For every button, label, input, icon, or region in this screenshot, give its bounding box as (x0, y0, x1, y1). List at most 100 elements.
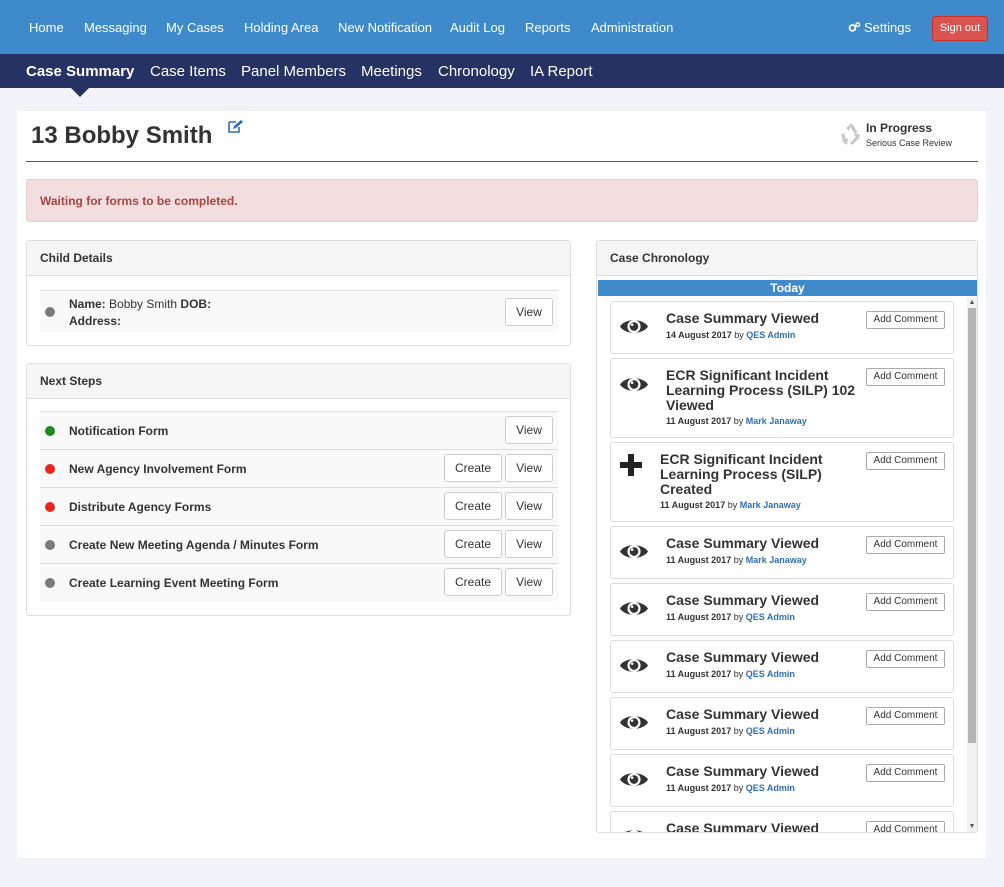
create-button[interactable]: Create (444, 530, 502, 558)
nav-new-notification[interactable]: New Notification (338, 20, 432, 35)
add-comment-button[interactable]: Add Comment (866, 650, 945, 668)
entry-date: 11 August 2017 (666, 669, 732, 679)
chronology-entry-title: Case Summary Viewed (666, 763, 820, 779)
child-view-button[interactable]: View (505, 298, 553, 326)
add-comment-button[interactable]: Add Comment (866, 452, 945, 470)
tab-chronology[interactable]: Chronology (438, 63, 515, 80)
entry-user-link[interactable]: Mark Janaway (739, 500, 801, 510)
chronology-entry-meta: 11 August 2017 by Mark Janaway (660, 500, 801, 510)
add-comment-button[interactable]: Add Comment (866, 707, 945, 725)
create-button[interactable]: Create (444, 454, 502, 482)
chronology-title: Case Chronology (610, 251, 710, 265)
case-subnav: Case Summary Case Items Panel Members Me… (0, 54, 1004, 97)
entry-user-link[interactable]: Mark Janaway (745, 416, 807, 426)
eye-icon (619, 316, 649, 340)
add-comment-button[interactable]: Add Comment (866, 536, 945, 554)
chronology-entry-title: Case Summary Viewed (666, 535, 820, 551)
chronology-entry-title: Case Summary Viewed (666, 820, 820, 833)
nav-home[interactable]: Home (29, 20, 64, 35)
eye-icon (619, 769, 649, 793)
add-comment-button[interactable]: Add Comment (866, 593, 945, 611)
next-step-label: Notification Form (69, 424, 169, 438)
status-dot (45, 464, 55, 474)
entry-user-link[interactable]: QES Admin (745, 783, 795, 793)
child-details-header: Child Details (27, 241, 570, 276)
chronology-entry-meta: 11 August 2017 by QES Admin (666, 669, 795, 679)
create-button[interactable]: Create (444, 568, 502, 596)
chronology-entry-title: Case Summary Viewed (666, 310, 820, 326)
nav-audit-log[interactable]: Audit Log (450, 20, 505, 35)
child-details-row: Name: Bobby Smith DOB: Address: View (40, 290, 558, 332)
chronology-entry: Case Summary Viewed 11 August 2017 by QES… (610, 697, 954, 750)
next-step-row: Distribute Agency Forms Create View (40, 487, 558, 525)
nav-messaging[interactable]: Messaging (84, 20, 147, 35)
eye-icon (619, 655, 649, 679)
entry-by: by (733, 783, 744, 793)
warning-alert: Waiting for forms to be completed. (26, 179, 978, 222)
view-button[interactable]: View (505, 416, 553, 444)
chronology-entry: ECR Significant Incident Learning Proces… (610, 442, 954, 522)
chronology-entry-meta: 11 August 2017 by QES Admin (666, 783, 795, 793)
nav-holding-area[interactable]: Holding Area (244, 20, 319, 35)
chronology-entry: Case Summary Viewed 11 August 2017 by QES… (610, 640, 954, 693)
chronology-entry-meta: 11 August 2017 by Mark Janaway (666, 555, 807, 565)
plus-icon (620, 454, 642, 479)
add-comment-button[interactable]: Add Comment (866, 821, 945, 832)
nav-my-cases[interactable]: My Cases (166, 20, 224, 35)
add-comment-button[interactable]: Add Comment (866, 368, 945, 386)
entry-user-link[interactable]: QES Admin (745, 669, 795, 679)
tab-panel-members[interactable]: Panel Members (241, 63, 347, 80)
chronology-entry: ECR Significant Incident Learning Proces… (610, 358, 954, 438)
entry-by: by (733, 555, 744, 565)
chronology-header: Case Chronology (597, 241, 977, 276)
status-dot (45, 307, 55, 317)
sign-out-button[interactable]: Sign out (932, 16, 988, 41)
next-step-label: New Agency Involvement Form (69, 462, 247, 476)
entry-date: 11 August 2017 (660, 500, 726, 510)
view-button[interactable]: View (505, 492, 553, 520)
tab-case-items[interactable]: Case Items (150, 63, 226, 80)
next-steps-panel: Next Steps Notification Form View New Agen… (26, 363, 571, 616)
entry-user-link[interactable]: QES Admin (746, 330, 796, 340)
entry-user-link[interactable]: Mark Janaway (745, 555, 807, 565)
view-button[interactable]: View (505, 454, 553, 482)
view-button[interactable]: View (505, 530, 553, 558)
scrollbar-thumb[interactable] (968, 308, 976, 743)
tab-case-summary[interactable]: Case Summary (26, 63, 135, 80)
eye-icon (619, 826, 649, 832)
nav-reports[interactable]: Reports (525, 20, 571, 35)
chronology-entry-title: Case Summary Viewed (666, 592, 820, 608)
settings-link[interactable]: Settings (848, 20, 911, 36)
entry-date: 11 August 2017 (666, 726, 732, 736)
add-comment-button[interactable]: Add Comment (866, 311, 945, 329)
child-details-title: Child Details (40, 251, 113, 265)
chronology-entry-meta: 11 August 2017 by QES Admin (666, 726, 795, 736)
top-navbar: Home Messaging My Cases Holding Area New… (0, 0, 1004, 54)
nav-administration[interactable]: Administration (591, 20, 674, 35)
tab-meetings[interactable]: Meetings (361, 63, 422, 80)
case-type: Serious Case Review (866, 138, 953, 148)
chronology-entry-title: Case Summary Viewed (666, 706, 820, 722)
chronology-entry: Case Summary Viewed 14 August 2017 by QES… (610, 301, 954, 354)
scroll-up-arrow[interactable]: ▲ (968, 299, 976, 306)
edit-icon[interactable] (227, 119, 244, 134)
entry-date: 11 August 2017 (666, 555, 732, 565)
chronology-list[interactable]: Case Summary Viewed 14 August 2017 by QES… (597, 298, 967, 832)
add-comment-button[interactable]: Add Comment (866, 764, 945, 782)
next-step-label: Distribute Agency Forms (69, 500, 212, 514)
child-details-panel: Child Details Name: Bobby Smith DOB: Add… (26, 240, 571, 346)
create-button[interactable]: Create (444, 492, 502, 520)
entry-user-link[interactable]: QES Admin (745, 726, 795, 736)
address-label: Address: (69, 314, 122, 328)
name-label: Name: (69, 297, 106, 311)
entry-by: by (733, 416, 744, 426)
scroll-down-arrow[interactable]: ▼ (968, 823, 976, 830)
next-step-label: Create New Meeting Agenda / Minutes Form (69, 538, 319, 552)
view-button[interactable]: View (505, 568, 553, 596)
chronology-scrollbar[interactable]: ▲ ▼ (967, 298, 977, 832)
next-steps-header: Next Steps (27, 364, 570, 399)
tab-ia-report[interactable]: IA Report (530, 63, 593, 80)
entry-user-link[interactable]: QES Admin (745, 612, 795, 622)
dob-label: DOB: (180, 297, 212, 311)
status-dot (45, 426, 55, 436)
